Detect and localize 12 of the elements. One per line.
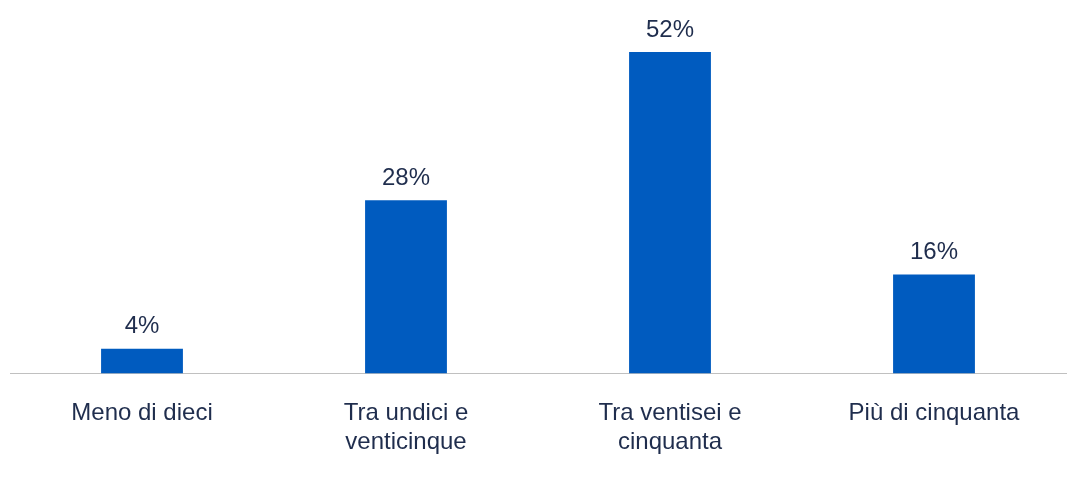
data-label: 4% xyxy=(124,311,160,339)
bar xyxy=(893,274,975,374)
data-label: 52% xyxy=(645,14,695,42)
data-label: 28% xyxy=(381,162,431,190)
bar xyxy=(629,52,711,374)
x-tick-label: Più di cinquanta xyxy=(848,398,1021,426)
bar xyxy=(365,200,447,374)
x-tick-label: Tra ventisei e cinquanta xyxy=(598,398,742,455)
x-tick-label: Tra undici e venticinque xyxy=(343,398,469,455)
x-tick-label: Meno di dieci xyxy=(71,398,213,426)
data-label: 16% xyxy=(909,237,959,265)
bar xyxy=(101,348,183,374)
